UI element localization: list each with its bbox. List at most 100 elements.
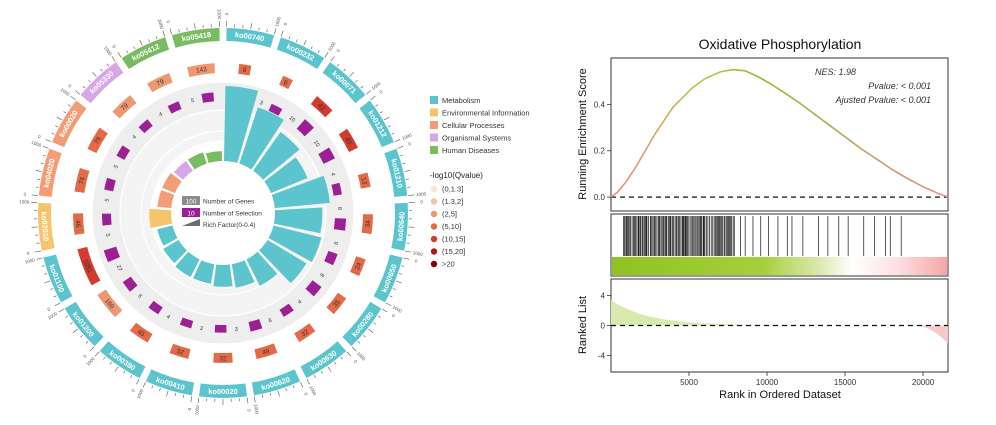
scale-tick — [408, 194, 415, 196]
scale-tick — [405, 250, 412, 253]
scale-tick — [109, 361, 112, 365]
scale-tick — [166, 390, 169, 397]
gene-count-label: 49 — [261, 348, 270, 357]
pathway-label: ko00640 — [396, 211, 407, 241]
scale-tick-label: 0 — [82, 353, 88, 359]
es-ytick-label: 0.0 — [594, 193, 606, 202]
pathway-sector — [43, 254, 73, 303]
gene-count-label: 32 — [176, 348, 185, 357]
scale-tick — [182, 394, 185, 398]
es-ytick-label: 0.4 — [594, 100, 606, 109]
scale-tick — [41, 265, 45, 267]
scale-tick — [56, 116, 63, 121]
rich-factor-bar — [188, 152, 207, 170]
scale-tick — [250, 23, 252, 30]
scale-tick — [360, 85, 364, 89]
scale-tick — [383, 116, 390, 121]
scale-tick — [375, 104, 379, 107]
adj-pvalue-annotation: Ajusted Pvalue: < 0.001 — [835, 95, 931, 105]
scale-tick-label: 1000 — [401, 132, 413, 141]
scale-tick — [58, 308, 64, 313]
selection-label: 6 — [136, 293, 143, 299]
scale-tick — [45, 139, 52, 143]
scale-tick — [401, 265, 405, 267]
hit-marks — [612, 216, 947, 275]
circos-grid-ring — [119, 109, 327, 317]
nes-annotation: NES: 1.98 — [815, 67, 856, 77]
xtick-label: 15000 — [834, 378, 857, 387]
scale-tick — [285, 388, 287, 392]
scale-tick — [399, 154, 404, 157]
scale-tick — [37, 178, 41, 180]
scale-tick — [123, 370, 126, 374]
pvalue-annotation: Pvalue: < 0.001 — [868, 81, 931, 91]
scale-tick — [92, 72, 97, 77]
scale-tick — [269, 392, 272, 396]
es-layer — [610, 68, 949, 198]
rich-factor-bar — [268, 225, 322, 262]
selection-label: 3 — [235, 327, 238, 333]
scale-tick-label: 0 — [283, 22, 289, 26]
gene-count-label: 32 — [300, 328, 310, 338]
selection-label: 5 — [113, 164, 120, 170]
scale-tick — [402, 162, 406, 165]
selection-bar — [333, 218, 347, 231]
qvalue-legend-title: -log10(Qvalue) — [430, 171, 483, 180]
selection-label: 6 — [334, 241, 341, 246]
gene-count-bar — [112, 95, 137, 119]
scale-tick — [130, 375, 133, 378]
pathway-sector — [384, 148, 408, 197]
scale-tick — [159, 388, 161, 392]
selection-bar — [167, 101, 182, 114]
scale-tick — [194, 23, 196, 30]
legend-genes-swatch — [182, 196, 200, 205]
scale-tick — [126, 50, 129, 54]
rich-factor-bar — [273, 207, 323, 234]
qvalue-label: (0,1.3] — [442, 185, 463, 194]
scale-tick-label: 0 — [165, 20, 171, 24]
qvalue-dot — [430, 210, 438, 218]
scale-tick — [142, 381, 146, 388]
rich-factor-bar — [239, 107, 284, 170]
scale-tick — [65, 315, 69, 318]
scale-tick — [75, 90, 81, 95]
selection-bar — [101, 213, 112, 226]
category-label: Metabolism — [442, 96, 480, 105]
gene-count-bar — [74, 167, 90, 193]
gene-count-label: 79 — [120, 102, 130, 112]
scale-tick — [67, 104, 71, 107]
scale-tick — [373, 322, 376, 325]
scale-tick — [40, 162, 44, 165]
scale-tick-label: 1000 — [24, 257, 35, 264]
category-legend: Metabolism Environmental Information Cellu… — [430, 96, 530, 155]
scale-tick — [280, 30, 284, 37]
scale-tick-label: 0 — [37, 134, 42, 140]
rich-factor-bar — [173, 160, 193, 180]
pathway-sector — [300, 341, 347, 379]
selection-label: 3 — [199, 326, 204, 333]
selection-label: 6 — [268, 318, 273, 325]
rich-factor-bar — [213, 264, 233, 287]
selection-label: 5 — [191, 98, 195, 104]
selection-label: 27 — [115, 264, 123, 272]
xtick-label: 10000 — [756, 378, 779, 387]
ranked-ytick-label: 0 — [601, 322, 606, 331]
scale-tick — [88, 79, 91, 83]
scale-tick — [42, 154, 47, 157]
scale-tick — [169, 28, 172, 35]
category-swatch — [430, 108, 438, 117]
scale-tick — [296, 39, 298, 43]
selection-bar — [318, 147, 336, 164]
selection-label: 5 — [104, 233, 110, 237]
scale-tick — [324, 52, 329, 58]
scale-tick — [292, 385, 295, 389]
scale-tick — [31, 194, 38, 196]
gene-count-label: 46 — [74, 220, 82, 228]
legend-selection-sample: 10 — [187, 211, 195, 218]
scale-tick — [398, 273, 402, 275]
gene-count-label: 13 — [359, 177, 368, 186]
selection-bar — [148, 300, 163, 315]
pathway-sector — [251, 369, 301, 396]
scale-tick — [136, 378, 140, 385]
gene-count-bar — [147, 72, 173, 93]
